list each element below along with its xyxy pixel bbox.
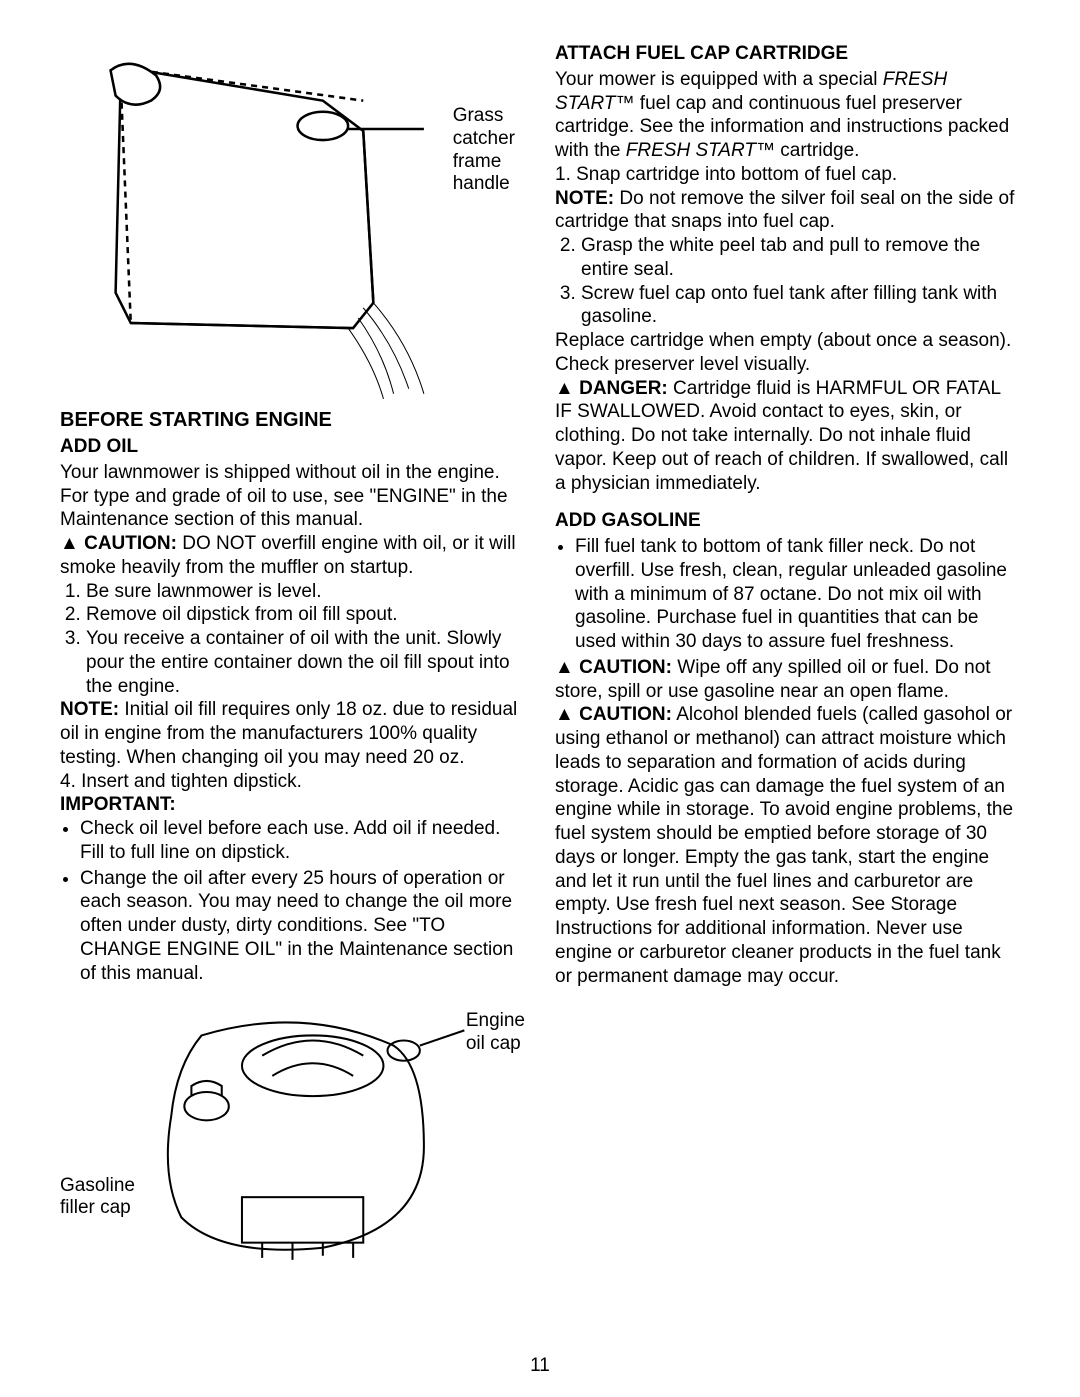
danger-paragraph: ▲ DANGER: Cartridge fluid is HARMFUL OR …: [555, 377, 1020, 496]
fig1-label-line4: handle: [453, 173, 510, 194]
figure1-label: Grass catcher frame handle: [453, 105, 515, 196]
caution1-label: CAUTION:: [579, 657, 672, 678]
warning-icon: ▲: [555, 378, 579, 399]
add-gas-bullets: Fill fuel tank to bottom of tank filler …: [555, 535, 1020, 654]
fig2-left-line2: filler cap: [60, 1197, 131, 1218]
warning-icon: ▲: [555, 657, 579, 678]
fig2-right-line2: oil cap: [466, 1033, 521, 1054]
attach-note-text: Do not remove the silver foil seal on th…: [555, 188, 1014, 233]
danger-label: DANGER:: [579, 378, 668, 399]
add-oil-intro: Your lawnmower is shipped without oil in…: [60, 461, 525, 532]
step-4: 4. Insert and tighten dipstick.: [60, 770, 525, 794]
add-gas-bullet: Fill fuel tank to bottom of tank filler …: [575, 535, 1020, 654]
figure-grass-catcher: Grass catcher frame handle: [60, 40, 525, 400]
engine-illustration: [60, 995, 525, 1268]
gas-caution-1: ▲ CAUTION: Wipe off any spilled oil or f…: [555, 656, 1020, 704]
attach-step-3: Screw fuel cap onto fuel tank after fill…: [581, 282, 1020, 330]
figure2-right-label: Engine oil cap: [466, 1010, 525, 1056]
important-bullet-1: Check oil level before each use. Add oil…: [80, 817, 525, 865]
attach-intro-1: Your mower is equipped with a special: [555, 69, 883, 90]
fig2-right-line1: Engine: [466, 1010, 525, 1031]
left-column: Grass catcher frame handle BEFORE STARTI…: [60, 40, 525, 1265]
add-oil-caution: ▲ CAUTION: DO NOT overfill engine with o…: [60, 532, 525, 580]
attach-step-2: Grasp the white peel tab and pull to rem…: [581, 234, 1020, 282]
attach-steps-23: Grasp the white peel tab and pull to rem…: [555, 234, 1020, 329]
attach-intro: Your mower is equipped with a special FR…: [555, 68, 1020, 163]
step-2: Remove oil dipstick from oil fill spout.: [86, 603, 525, 627]
heading-attach-fuel-cap: ATTACH FUEL CAP CARTRIDGE: [555, 42, 1020, 66]
heading-add-gasoline: ADD GASOLINE: [555, 509, 1020, 533]
heading-add-oil: ADD OIL: [60, 435, 525, 459]
fig2-left-line1: Gasoline: [60, 1175, 135, 1196]
add-oil-steps: Be sure lawnmower is level. Remove oil d…: [60, 580, 525, 699]
caution2-text: Alcohol blended fuels (called gasohol or…: [555, 704, 1013, 986]
two-column-layout: Grass catcher frame handle BEFORE STARTI…: [60, 40, 1020, 1265]
figure2-left-label: Gasoline filler cap: [60, 1175, 135, 1221]
attach-note: NOTE: Do not remove the silver foil seal…: [555, 187, 1020, 235]
warning-icon: ▲: [60, 533, 84, 554]
fig1-label-line1: Grass: [453, 105, 504, 126]
attach-step-1: 1. Snap cartridge into bottom of fuel ca…: [555, 163, 1020, 187]
step-1: Be sure lawnmower is level.: [86, 580, 525, 604]
note-label: NOTE:: [60, 699, 119, 720]
fig1-label-line2: catcher: [453, 128, 515, 149]
fresh-start-2: FRESH START™: [626, 140, 775, 161]
attach-intro-3: cartridge.: [775, 140, 859, 161]
figure-engine: Engine oil cap Gasoline filler cap: [60, 995, 525, 1265]
important-bullet-2: Change the oil after every 25 hours of o…: [80, 867, 525, 986]
page-number: 11: [530, 1355, 550, 1377]
right-column: ATTACH FUEL CAP CARTRIDGE Your mower is …: [555, 40, 1020, 1265]
grass-catcher-illustration: [60, 40, 525, 404]
add-oil-note: NOTE: Initial oil fill requires only 18 …: [60, 698, 525, 769]
warning-icon: ▲: [555, 704, 579, 725]
note-text: Initial oil fill requires only 18 oz. du…: [60, 699, 517, 768]
gas-caution-2: ▲ CAUTION: Alcohol blended fuels (called…: [555, 703, 1020, 988]
fig1-label-line3: frame: [453, 151, 502, 172]
attach-note-label: NOTE:: [555, 188, 614, 209]
manual-page: Grass catcher frame handle BEFORE STARTI…: [0, 0, 1080, 1397]
caution-label: CAUTION:: [84, 533, 177, 554]
important-bullets: Check oil level before each use. Add oil…: [60, 817, 525, 985]
step-3: You receive a container of oil with the …: [86, 627, 525, 698]
caution2-label: CAUTION:: [579, 704, 672, 725]
heading-before-starting: BEFORE STARTING ENGINE: [60, 408, 525, 433]
attach-replace: Replace cartridge when empty (about once…: [555, 329, 1020, 377]
important-label: IMPORTANT:: [60, 793, 525, 817]
